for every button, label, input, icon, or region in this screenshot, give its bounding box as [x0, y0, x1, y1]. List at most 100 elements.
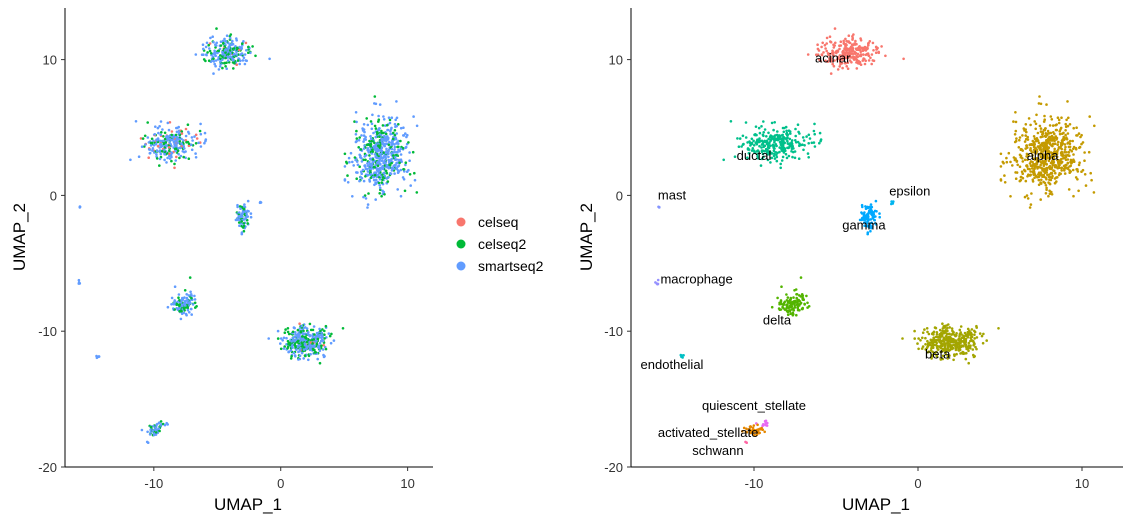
point-acinar	[806, 53, 810, 56]
point-alpha	[1075, 126, 1078, 129]
left-x-axis-title: UMAP_1	[214, 495, 282, 514]
point-delta	[794, 301, 797, 304]
point-alpha	[382, 115, 385, 118]
point-acinar	[831, 51, 835, 54]
point-acinar	[849, 53, 852, 56]
point-ductal	[768, 141, 771, 144]
point-acinar	[902, 57, 905, 61]
point-beta	[309, 352, 312, 356]
point-beta	[982, 332, 985, 336]
point-alpha	[1071, 168, 1075, 172]
point-beta	[958, 334, 961, 338]
point-alpha	[1043, 170, 1046, 173]
point-endothelial	[97, 355, 101, 358]
point-beta	[323, 337, 326, 340]
cluster-label-ductal: ductal	[737, 148, 772, 163]
point-mast	[658, 205, 661, 209]
point-ductal	[775, 155, 779, 159]
point-alpha	[1026, 138, 1030, 141]
point-alpha	[364, 135, 367, 139]
point-beta	[970, 333, 973, 337]
point-ductal	[794, 127, 797, 131]
point-ductal	[791, 144, 794, 148]
point-alpha	[1059, 141, 1063, 145]
point-ductal	[160, 150, 164, 153]
point-alpha	[409, 184, 413, 187]
point-delta	[176, 300, 179, 304]
point-ductal	[174, 147, 178, 150]
point-alpha	[1093, 124, 1096, 128]
point-ductal	[797, 157, 801, 160]
point-ductal	[157, 131, 160, 135]
point-alpha	[1047, 150, 1051, 153]
point-ductal	[182, 139, 185, 142]
point-alpha	[374, 163, 377, 167]
point-ductal	[773, 138, 776, 141]
point-beta	[284, 328, 287, 331]
point-alpha	[343, 152, 347, 156]
point-alpha	[1076, 178, 1079, 181]
point-alpha	[384, 169, 388, 173]
point-beta	[919, 339, 922, 342]
point-ductal	[740, 145, 743, 148]
point-acinar	[225, 61, 228, 64]
point-acinar	[219, 40, 223, 43]
point-delta	[183, 296, 186, 299]
point-alpha	[377, 128, 381, 132]
point-beta	[298, 327, 302, 330]
point-alpha	[1050, 118, 1054, 121]
point-ductal	[143, 134, 147, 138]
point-ductal	[779, 166, 782, 170]
point-acinar	[867, 59, 871, 62]
point-ductal	[782, 138, 785, 141]
point-alpha	[369, 173, 373, 176]
point-alpha	[362, 179, 366, 183]
point-ductal	[759, 164, 763, 167]
point-acinar	[235, 53, 238, 56]
point-acinar	[841, 58, 844, 61]
point-alpha	[366, 203, 370, 206]
point-ductal	[174, 133, 178, 137]
point-alpha	[359, 170, 363, 173]
point-alpha	[1039, 143, 1042, 147]
point-alpha	[386, 138, 390, 141]
point-beta	[973, 342, 976, 346]
point-beta	[927, 332, 931, 336]
point-ductal	[178, 146, 181, 150]
point-ductal	[784, 149, 787, 152]
point-alpha	[1068, 171, 1071, 174]
point-acinar	[836, 49, 840, 52]
point-alpha	[1012, 120, 1015, 123]
point-ductal	[787, 154, 791, 158]
point-alpha	[382, 131, 385, 135]
point-alpha	[1060, 169, 1063, 172]
point-alpha	[1059, 172, 1062, 176]
point-ductal	[778, 150, 781, 154]
point-ductal	[168, 140, 171, 144]
point-alpha	[1045, 166, 1048, 170]
x-tick-label: 10	[400, 476, 414, 491]
point-alpha	[364, 197, 368, 200]
point-alpha	[1041, 168, 1044, 172]
point-alpha	[396, 188, 400, 191]
point-delta	[185, 313, 188, 317]
point-alpha	[1011, 164, 1014, 167]
point-alpha	[1066, 100, 1069, 103]
point-ductal	[163, 146, 166, 149]
point-alpha	[999, 165, 1003, 168]
point-acinar	[244, 41, 248, 45]
point-beta	[953, 354, 956, 358]
point-beta	[924, 336, 927, 340]
point-beta	[308, 334, 312, 338]
point-delta	[186, 299, 189, 302]
point-alpha	[1042, 144, 1046, 147]
point-beta	[311, 328, 315, 332]
point-acinar	[254, 54, 257, 58]
point-alpha	[396, 171, 400, 174]
point-beta	[314, 351, 318, 354]
right-x-axis-title: UMAP_1	[842, 495, 910, 514]
point-gamma	[869, 218, 873, 221]
point-beta	[930, 355, 934, 358]
point-beta	[307, 354, 311, 358]
point-beta	[313, 344, 316, 347]
